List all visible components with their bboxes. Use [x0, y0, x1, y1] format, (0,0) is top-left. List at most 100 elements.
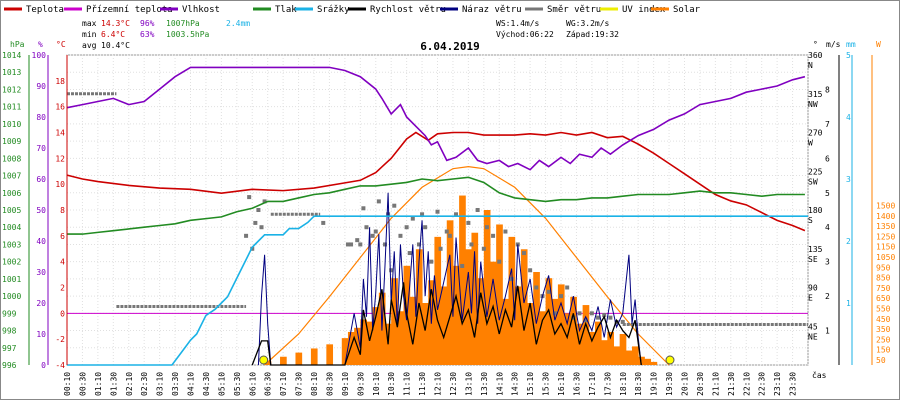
- rain-tick: 1: [846, 299, 851, 308]
- solar-tick: 550: [876, 305, 891, 314]
- pressure-tick: 1002: [2, 258, 21, 267]
- solar-bar: [397, 311, 405, 365]
- pressure-tick: 1006: [2, 189, 21, 198]
- x-tick: 01:30: [109, 372, 118, 396]
- direction-tick: 360: [808, 51, 823, 60]
- wind-direction-point: [383, 242, 388, 247]
- solar-bar: [625, 350, 633, 365]
- x-tick: 15:10: [526, 372, 535, 396]
- solar-bar: [520, 249, 528, 365]
- x-tick: 05:30: [233, 372, 242, 396]
- x-tick: 02:10: [125, 372, 134, 396]
- wind-tick: 1: [825, 327, 830, 336]
- wind-direction-point: [256, 208, 261, 212]
- wind-direction-point: [454, 212, 459, 217]
- solar-tick: 650: [876, 294, 891, 303]
- stat-label: avg: [82, 41, 97, 50]
- solar-bar: [619, 334, 627, 365]
- stat-max-rain: 2.4mm: [226, 19, 250, 28]
- x-tick: 19:30: [665, 372, 674, 396]
- x-tick: 09:30: [356, 372, 365, 396]
- humidity-tick: 50: [36, 206, 46, 215]
- temperature-tick: 0: [60, 309, 65, 318]
- solar-tick: 850: [876, 274, 891, 283]
- x-tick: 02:30: [140, 372, 149, 396]
- x-tick: 12:10: [434, 372, 443, 396]
- rain-tick: 5: [846, 51, 851, 60]
- humidity-tick: 30: [36, 268, 46, 277]
- x-tick: 08:30: [325, 372, 334, 396]
- wind-direction-point: [583, 318, 588, 323]
- series-rain: [67, 215, 808, 366]
- direction-tick: W: [808, 139, 813, 148]
- temperature-tick: -2: [55, 335, 65, 344]
- rain-tick: 3: [846, 175, 851, 184]
- stat-min-press: 1003.5hPa: [166, 30, 210, 39]
- rain-unit: mm: [846, 40, 856, 49]
- solar-bar: [280, 356, 287, 365]
- solar-bar: [496, 224, 503, 365]
- wind-tick: 2: [825, 292, 830, 301]
- wind-direction-point: [559, 294, 563, 299]
- x-tick: 08:10: [310, 372, 319, 396]
- pressure-tick: 997: [2, 344, 17, 353]
- x-tick: 18:10: [619, 372, 628, 396]
- temperature-unit: °C: [56, 40, 66, 49]
- pressure-tick: 996: [2, 361, 17, 370]
- pressure-tick: 1011: [2, 103, 21, 112]
- wind-direction-point: [416, 242, 421, 247]
- wind-direction-point: [247, 195, 252, 200]
- wind-direction-point: [429, 259, 434, 264]
- wind-tick: 4: [825, 223, 830, 232]
- wind-direction-point: [447, 233, 452, 238]
- solar-bar: [459, 195, 466, 365]
- solar-bar: [601, 340, 608, 365]
- wind-direction-point: [444, 229, 449, 234]
- solar-bar: [588, 331, 596, 365]
- wind-direction-point: [466, 220, 471, 225]
- legend-label: Náraz větru: [462, 5, 522, 15]
- humidity-tick: 10: [36, 330, 46, 339]
- legend-label: Tlak: [275, 5, 297, 15]
- x-tick: 05:10: [217, 372, 226, 396]
- solar-bar: [477, 278, 485, 365]
- wind-direction-point: [521, 251, 526, 256]
- solar-bar: [564, 313, 571, 365]
- temperature-tick: 10: [55, 180, 65, 189]
- solar-bar: [502, 298, 510, 365]
- humidity-tick: 0: [41, 361, 46, 370]
- solar-bar: [360, 319, 367, 365]
- pressure-tick: 1014: [2, 51, 21, 60]
- wind-gust-line: [257, 192, 642, 366]
- solar-bar: [366, 321, 374, 365]
- wind-direction-point: [262, 199, 267, 204]
- solar-bar: [295, 352, 303, 365]
- x-tick: 13:10: [464, 372, 473, 396]
- wind-direction-point: [589, 311, 594, 316]
- wind-direction-point: [608, 315, 613, 320]
- solar-bar: [650, 361, 658, 365]
- stat-max-temp: 14.3°C: [101, 19, 130, 28]
- wind-direction-point: [484, 225, 489, 230]
- solar-bar: [594, 321, 602, 365]
- x-tick: 10:10: [372, 372, 381, 396]
- temperature-tick: -4: [55, 361, 65, 370]
- solar-bar: [638, 356, 645, 365]
- wind-direction-point: [244, 233, 249, 238]
- wind-direction-point: [503, 229, 508, 234]
- solar-bar: [582, 305, 590, 365]
- direction-tick: S: [808, 216, 813, 225]
- humidity-tick: 20: [36, 299, 46, 308]
- wind-direction-point: [577, 311, 582, 316]
- x-tick: 01:10: [94, 372, 103, 396]
- solar-bar: [489, 261, 497, 365]
- solar-bar: [613, 346, 621, 365]
- x-tick: 03:30: [171, 372, 180, 396]
- wind-wg: WG:3.2m/s: [566, 19, 610, 28]
- x-tick: 06:30: [264, 372, 273, 396]
- solar-bar: [440, 286, 448, 365]
- temperature-tick: 2: [60, 284, 65, 293]
- x-tick: 11:30: [418, 372, 427, 396]
- solar-tick: 350: [876, 325, 891, 334]
- temperature-tick: 4: [60, 258, 65, 267]
